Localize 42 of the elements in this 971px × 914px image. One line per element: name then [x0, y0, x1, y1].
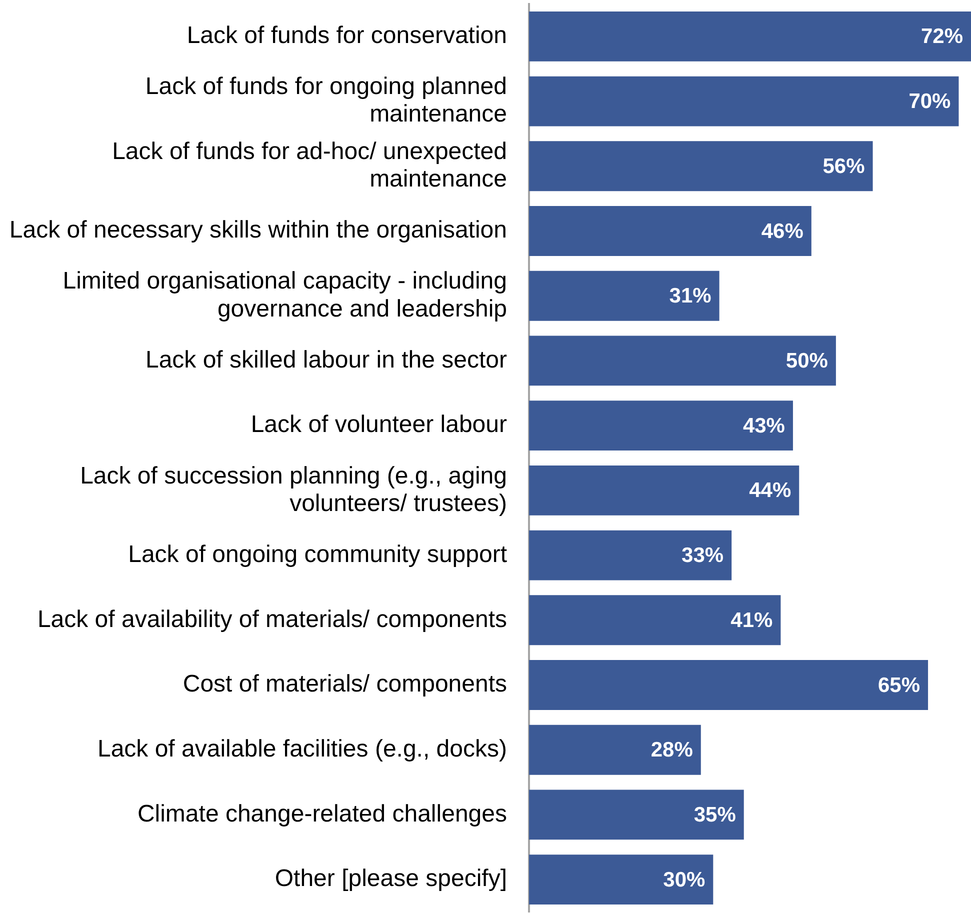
bar	[529, 336, 836, 386]
y-tick-label: Climate change-related challenges	[137, 800, 507, 828]
y-tick-label: Lack of funds for conservation	[186, 22, 507, 50]
data-label: 44%	[749, 479, 792, 502]
bar	[529, 206, 812, 256]
bar	[529, 854, 714, 905]
y-tick-label: Lack of availability of materials/ components	[37, 606, 507, 633]
data-label: 56%	[822, 154, 866, 178]
y-tick-label: Other [please specify]	[274, 865, 507, 892]
data-label: 28%	[650, 738, 694, 762]
data-label: 72%	[920, 25, 964, 48]
y-tick-label: Lack of necessary skills within the organisation	[9, 216, 507, 244]
y-tick-label: Limited organisational capacity - including governance and leadership	[62, 268, 507, 322]
bar	[529, 270, 720, 321]
bar	[529, 11, 971, 62]
y-tick-label: Lack of skilled labour in the sector	[145, 346, 507, 374]
data-label: 70%	[908, 90, 952, 114]
data-label: 50%	[786, 350, 828, 373]
bar	[529, 76, 959, 126]
data-label: 33%	[682, 544, 724, 568]
bar	[529, 595, 781, 646]
data-label: 30%	[663, 868, 706, 892]
bar	[529, 724, 701, 775]
data-label: 31%	[669, 284, 712, 308]
bar	[529, 141, 873, 192]
y-tick-label: Lack of available facilities (e.g., docks)	[97, 735, 507, 762]
y-tick-label: Lack of succession planning (e.g., aging volunteers/ trustees)	[80, 462, 507, 517]
data-label: 35%	[694, 804, 736, 827]
data-label: 65%	[878, 674, 920, 697]
y-tick-label: Lack of funds for ad-hoc/ unexpected maintenance	[112, 138, 507, 193]
bar	[529, 530, 732, 580]
data-label: 41%	[730, 608, 774, 632]
y-tick-label: Lack of funds for ongoing planned maintenance	[145, 73, 507, 128]
y-tick-label: Lack of ongoing community support	[128, 540, 508, 568]
y-tick-label: Cost of materials/ components	[182, 670, 507, 698]
bar	[529, 660, 928, 710]
data-label: 43%	[742, 414, 786, 438]
bar	[529, 465, 800, 516]
bar	[529, 790, 744, 840]
bar	[529, 400, 793, 451]
data-label: 46%	[761, 220, 804, 243]
y-tick-label: Lack of volunteer labour	[250, 411, 507, 438]
